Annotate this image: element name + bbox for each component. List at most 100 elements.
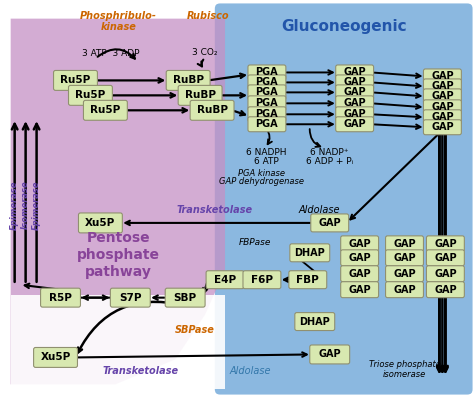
Text: GAP: GAP [431, 112, 454, 122]
Text: GAP: GAP [348, 253, 371, 263]
FancyBboxPatch shape [69, 85, 112, 105]
FancyBboxPatch shape [385, 282, 423, 298]
FancyBboxPatch shape [423, 89, 461, 104]
Text: GAP: GAP [319, 349, 341, 359]
FancyBboxPatch shape [79, 213, 122, 233]
Text: Isomerase: Isomerase [21, 181, 30, 229]
FancyBboxPatch shape [166, 70, 210, 91]
Text: GAP: GAP [431, 102, 454, 112]
FancyBboxPatch shape [165, 288, 205, 307]
FancyBboxPatch shape [423, 69, 461, 84]
FancyBboxPatch shape [341, 266, 379, 282]
FancyBboxPatch shape [310, 345, 350, 364]
Text: GAP: GAP [348, 269, 371, 279]
FancyBboxPatch shape [295, 312, 335, 331]
FancyBboxPatch shape [178, 85, 222, 105]
FancyBboxPatch shape [248, 65, 286, 80]
FancyBboxPatch shape [427, 250, 465, 266]
Text: 6 ADP + Pᵢ: 6 ADP + Pᵢ [306, 157, 353, 166]
Text: GAP: GAP [431, 122, 454, 132]
FancyBboxPatch shape [427, 282, 465, 298]
Text: S7P: S7P [119, 293, 142, 303]
Text: 3 ATP  3 ADP: 3 ATP 3 ADP [82, 49, 139, 58]
Text: Ru5P: Ru5P [60, 75, 91, 85]
Text: Pentose
phosphate
pathway: Pentose phosphate pathway [77, 231, 160, 279]
Text: Rubisco: Rubisco [187, 11, 229, 21]
Text: GAP: GAP [343, 87, 366, 97]
FancyBboxPatch shape [336, 75, 374, 90]
FancyBboxPatch shape [423, 120, 461, 135]
Text: Ru5P: Ru5P [75, 91, 106, 100]
Text: PGA: PGA [255, 119, 278, 129]
FancyBboxPatch shape [213, 2, 474, 396]
Polygon shape [11, 295, 225, 389]
Text: Triose phosphate
isomerase: Triose phosphate isomerase [369, 360, 440, 379]
Text: GAP: GAP [343, 98, 366, 108]
Text: Phosphribulo-
kinase: Phosphribulo- kinase [80, 11, 157, 32]
Text: DHAP: DHAP [300, 316, 330, 327]
Text: GAP: GAP [434, 239, 457, 249]
FancyBboxPatch shape [336, 85, 374, 100]
Text: Aldolase: Aldolase [229, 366, 271, 376]
FancyBboxPatch shape [341, 236, 379, 252]
FancyBboxPatch shape [385, 250, 423, 266]
Text: 6 ATP: 6 ATP [254, 157, 278, 166]
Text: GAP: GAP [343, 77, 366, 87]
FancyBboxPatch shape [206, 271, 244, 289]
Text: Transketolase: Transketolase [177, 205, 253, 215]
Text: E4P: E4P [214, 275, 236, 285]
Text: RuBP: RuBP [197, 105, 228, 115]
Text: F6P: F6P [251, 275, 273, 285]
Text: GAP: GAP [431, 71, 454, 81]
FancyBboxPatch shape [243, 271, 281, 289]
Text: PGA: PGA [255, 87, 278, 97]
FancyBboxPatch shape [427, 266, 465, 282]
Text: GAP: GAP [343, 67, 366, 77]
FancyBboxPatch shape [423, 110, 461, 125]
Text: GAP: GAP [434, 253, 457, 263]
FancyBboxPatch shape [83, 100, 128, 120]
Text: Epimerase: Epimerase [10, 180, 19, 230]
Text: GAP: GAP [431, 81, 454, 91]
FancyBboxPatch shape [34, 347, 77, 367]
FancyBboxPatch shape [341, 250, 379, 266]
Text: SBPase: SBPase [175, 324, 215, 335]
FancyBboxPatch shape [311, 214, 349, 232]
FancyBboxPatch shape [385, 236, 423, 252]
Text: 3 CO₂: 3 CO₂ [192, 48, 218, 57]
Text: DHAP: DHAP [294, 248, 325, 258]
Text: PGA: PGA [255, 98, 278, 108]
Text: PGA: PGA [255, 77, 278, 87]
FancyBboxPatch shape [336, 65, 374, 80]
Text: Aldolase: Aldolase [299, 205, 340, 215]
Text: Xu5P: Xu5P [85, 218, 116, 228]
Text: R5P: R5P [49, 293, 72, 303]
Text: FBPase: FBPase [239, 238, 271, 247]
FancyBboxPatch shape [423, 79, 461, 94]
Text: Gluconeogenic: Gluconeogenic [281, 19, 407, 34]
Text: GAP: GAP [343, 109, 366, 119]
FancyBboxPatch shape [289, 271, 327, 289]
Text: GAP: GAP [348, 285, 371, 295]
Text: PGA: PGA [255, 67, 278, 77]
FancyBboxPatch shape [248, 107, 286, 122]
Text: Ru5P: Ru5P [90, 105, 120, 115]
FancyBboxPatch shape [248, 85, 286, 100]
Text: PGA kinase: PGA kinase [238, 169, 285, 177]
Text: Epimerase: Epimerase [32, 180, 41, 230]
Text: GAP: GAP [393, 269, 416, 279]
Text: 6 NADPH: 6 NADPH [246, 148, 286, 157]
FancyBboxPatch shape [423, 100, 461, 115]
FancyBboxPatch shape [336, 96, 374, 111]
FancyBboxPatch shape [341, 282, 379, 298]
FancyBboxPatch shape [248, 96, 286, 111]
Text: Transketolase: Transketolase [102, 366, 178, 376]
FancyBboxPatch shape [110, 288, 150, 307]
Text: FBP: FBP [296, 275, 319, 285]
FancyBboxPatch shape [248, 75, 286, 90]
Text: GAP: GAP [431, 91, 454, 101]
FancyBboxPatch shape [290, 244, 330, 262]
FancyBboxPatch shape [190, 100, 234, 120]
FancyBboxPatch shape [336, 117, 374, 132]
Text: GAP: GAP [434, 285, 457, 295]
